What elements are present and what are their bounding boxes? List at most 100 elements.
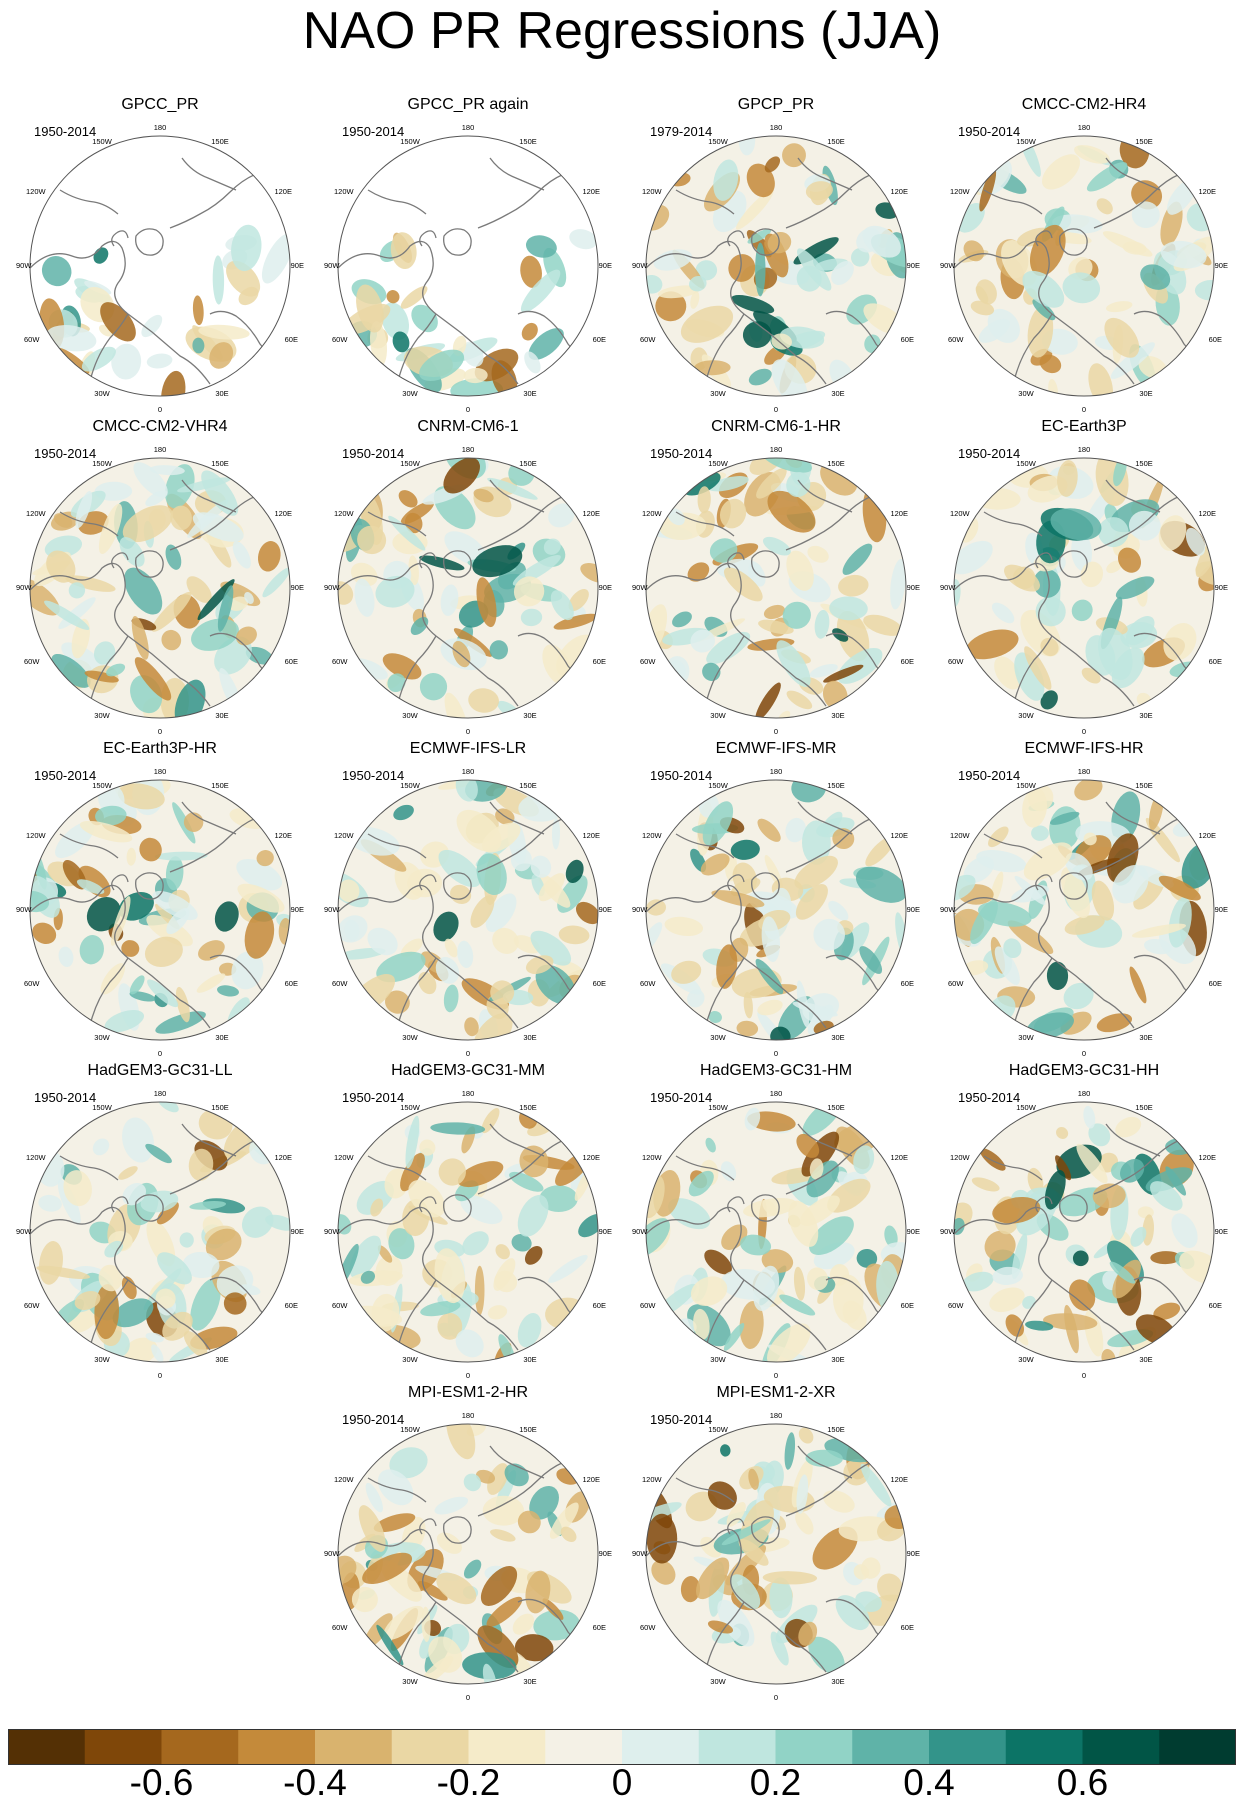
grid-label: 60E	[901, 1301, 914, 1310]
regression-anomaly	[651, 1560, 676, 1585]
regression-anomaly	[1014, 875, 1046, 905]
grid-label: 150E	[211, 459, 229, 468]
panel-period: 1950-2014	[958, 124, 1021, 139]
regression-anomaly	[133, 462, 168, 498]
grid-label: 60E	[285, 979, 298, 988]
regression-anomaly	[490, 1529, 516, 1542]
coastline	[727, 874, 745, 891]
regression-anomaly	[192, 295, 204, 326]
coastline	[489, 157, 545, 191]
coastline	[135, 872, 164, 900]
regression-anomaly	[1071, 599, 1093, 622]
regression-anomaly	[732, 862, 757, 894]
grid-label: 180	[462, 123, 475, 132]
regression-anomaly	[688, 1170, 714, 1197]
regression-anomaly	[236, 858, 283, 891]
coastline	[954, 240, 1135, 385]
coastline	[338, 1528, 519, 1673]
regression-anomaly	[408, 555, 419, 586]
grid-label: 90W	[324, 1549, 340, 1558]
grid-label: 120W	[642, 1153, 663, 1162]
regression-anomaly	[190, 1278, 221, 1331]
coastline	[338, 1206, 519, 1351]
regression-anomaly	[646, 1218, 670, 1257]
regression-anomaly	[1165, 1138, 1194, 1155]
regression-anomaly	[807, 1267, 829, 1291]
regression-anomaly	[705, 1137, 716, 1153]
regression-anomaly	[514, 1634, 554, 1662]
regression-anomaly	[51, 653, 91, 688]
regression-anomaly	[419, 555, 465, 571]
coastline	[59, 189, 119, 215]
grid-label: 180	[770, 1089, 783, 1098]
regression-anomaly	[404, 512, 423, 534]
coastline	[169, 1139, 257, 1195]
regression-anomaly	[828, 900, 849, 921]
regression-anomaly	[1130, 1226, 1147, 1247]
grid-label: 90E	[599, 905, 612, 914]
grid-label: 90W	[940, 905, 956, 914]
grid-label: 0	[1082, 1371, 1086, 1380]
panel-period: 1979-2014	[650, 124, 713, 139]
grid-label: 150E	[519, 1103, 537, 1112]
regression-anomaly	[438, 849, 481, 888]
regression-anomaly	[970, 300, 995, 316]
grid-label: 30E	[215, 711, 228, 720]
regression-anomaly	[743, 991, 753, 1019]
grid-label: 90E	[907, 1227, 920, 1236]
regression-anomaly	[1032, 298, 1056, 321]
regression-anomaly	[992, 1266, 1023, 1285]
regression-anomaly	[702, 801, 734, 846]
regression-anomaly	[525, 235, 557, 258]
regression-anomaly	[988, 826, 1009, 848]
map-panel: CNRM-CM6-1-HR 1950-2014 180 150W 150E 120W 120…	[626, 418, 926, 736]
regression-anomaly	[700, 853, 730, 876]
grid-label: 60E	[593, 335, 606, 344]
polar-map: 180 150W 150E 120W 120E 90W 90E 60W 60E 30W 30E 0	[632, 1089, 920, 1380]
regression-anomaly	[807, 545, 829, 563]
polar-map: 180 150W 150E 120W 120E 90W 90E 60W 60E 30W 30E 0	[324, 445, 612, 736]
panel-title: ECMWF-IFS-LR	[409, 740, 527, 757]
grid-label: 120E	[890, 509, 908, 518]
grid-label: 150W	[92, 459, 113, 468]
regression-anomaly	[758, 619, 794, 635]
regression-anomaly	[979, 168, 997, 212]
regression-anomaly	[1096, 198, 1113, 215]
grid-label: 30W	[402, 1677, 418, 1686]
regression-anomaly	[708, 476, 749, 492]
regression-anomaly	[543, 247, 567, 288]
panel-period: 1950-2014	[342, 768, 405, 783]
regression-anomaly	[1050, 508, 1102, 541]
colorbar-swatch	[8, 1729, 86, 1765]
regression-anomaly	[770, 1631, 789, 1666]
regression-anomaly	[1101, 1349, 1116, 1362]
coastline	[727, 1196, 745, 1213]
grid-label: 60W	[640, 335, 656, 344]
map-boundary	[645, 779, 907, 1041]
grid-label: 120W	[950, 1153, 971, 1162]
colorbar-tick-label: -0.6	[129, 1762, 194, 1803]
coastline	[751, 1194, 780, 1222]
regression-anomaly	[86, 897, 121, 932]
map-panel: ECMWF-IFS-LR 1950-2014 180 150W 150E 120W 120E…	[318, 740, 618, 1058]
regression-anomaly	[711, 890, 765, 908]
regression-anomaly	[1088, 1123, 1111, 1147]
regression-anomaly	[375, 575, 415, 608]
regression-anomaly	[1004, 564, 1040, 592]
grid-label: 150W	[708, 781, 729, 790]
regression-anomaly	[417, 1580, 448, 1601]
grid-label: 120W	[334, 187, 355, 196]
grid-label: 150W	[400, 459, 421, 468]
regression-anomaly	[1031, 825, 1049, 841]
regression-anomaly	[388, 1228, 415, 1260]
regression-anomaly	[694, 360, 731, 376]
grid-label: 120W	[26, 1153, 47, 1162]
grid-label: 150W	[1016, 459, 1037, 468]
regression-anomaly	[84, 670, 119, 683]
grid-label: 90E	[599, 583, 612, 592]
regression-anomaly	[46, 550, 76, 583]
regression-anomaly	[140, 1190, 179, 1213]
panel-period: 1950-2014	[342, 1090, 405, 1105]
coastline	[646, 562, 827, 707]
regression-anomaly	[188, 1148, 214, 1181]
